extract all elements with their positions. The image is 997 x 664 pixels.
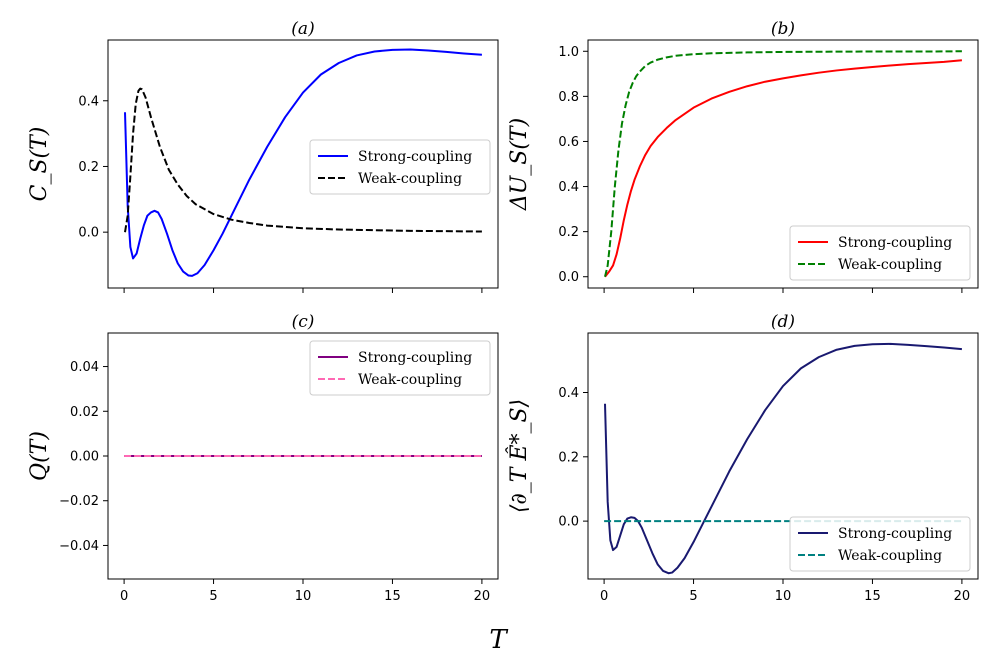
legend-label: Strong-coupling [838,526,952,542]
legend-box [309,139,491,195]
y-tick-label: 0.0 [558,270,579,285]
y-tick-label: 0.2 [78,160,99,175]
legend-label: Weak-coupling [838,257,942,273]
legend: Strong-coupling Weak-coupling [789,225,971,281]
series-line-strong-coupling [604,59,962,278]
legend-box [789,225,971,281]
legend: Strong-coupling Weak-coupling [309,340,491,396]
x-tick-label: 0 [600,589,608,604]
panel-c: 0 5 10 15 20 −0.04 −0.02 0.00 0.02 0.04 (c) Q(T) Str… [27,312,499,604]
x-tick-label: 15 [384,589,401,604]
y-axis-label: C_S(T) [27,127,52,202]
panel-a: 0.0 0.2 0.4 (a) C_S(T) Strong-coupling Weak-co… [27,19,499,293]
x-tick-label: 10 [775,589,792,604]
legend-label: Strong-coupling [358,149,472,165]
y-tick-label: 1.0 [558,45,579,60]
y-axis-label: ⟨∂_T Ê*_S⟩ [505,399,532,513]
panel-d: 0 5 10 15 20 0.0 0.2 0.4 (d) ⟨∂_T Ê*_S⟩ Strong-cou… [505,312,979,604]
x-tick-label: 10 [295,589,312,604]
y-tick-label: 0.0 [558,515,579,530]
y-tick-label: 0.2 [558,225,579,240]
legend-label: Strong-coupling [358,350,472,366]
series-line-strong-coupling [124,48,482,277]
panel-title: (c) [292,312,315,332]
y-tick-label: 0.02 [70,405,99,420]
legend: Strong-coupling Weak-coupling [789,516,971,572]
legend: Strong-coupling Weak-coupling [309,139,491,195]
y-tick-label: 0.8 [558,90,579,105]
y-tick-label: 0.0 [78,226,99,241]
x-tick-label: 5 [689,589,697,604]
x-tick-label: 20 [954,589,971,604]
panel-title: (b) [771,19,795,39]
y-tick-label: −0.02 [59,494,99,509]
legend-label: Weak-coupling [358,171,462,187]
y-axis-label: ΔU_S(T) [507,118,532,211]
y-tick-label: 0.6 [558,135,579,150]
x-tick-label: 5 [209,589,217,604]
legend-label: Strong-coupling [838,235,952,251]
y-tick-label: 0.04 [70,360,99,375]
legend-box [309,340,491,396]
series-line-weak-coupling [604,50,962,277]
x-tick-label: 15 [864,589,881,604]
series-line-weak-coupling [124,87,482,233]
legend-label: Weak-coupling [358,372,462,388]
y-tick-label: 0.4 [558,386,579,401]
x-tick-label: 20 [474,589,491,604]
y-tick-label: 0.2 [558,450,579,465]
legend-box [789,516,971,572]
y-tick-label: 0.4 [78,94,99,109]
legend-label: Weak-coupling [838,548,942,564]
y-tick-label: −0.04 [59,539,99,554]
y-tick-label: 0.4 [558,180,579,195]
series-line-strong-coupling [604,342,962,575]
panel-title: (a) [291,19,314,39]
y-tick-label: 0.00 [70,450,99,465]
x-axis-label: T [489,625,508,655]
panel-b: 0.0 0.2 0.4 0.6 0.8 1.0 (b) ΔU_S(T) Strong-coupl… [507,19,979,293]
panel-title: (d) [771,312,795,332]
y-axis-label: Q(T) [27,431,52,481]
x-tick-label: 0 [120,589,128,604]
